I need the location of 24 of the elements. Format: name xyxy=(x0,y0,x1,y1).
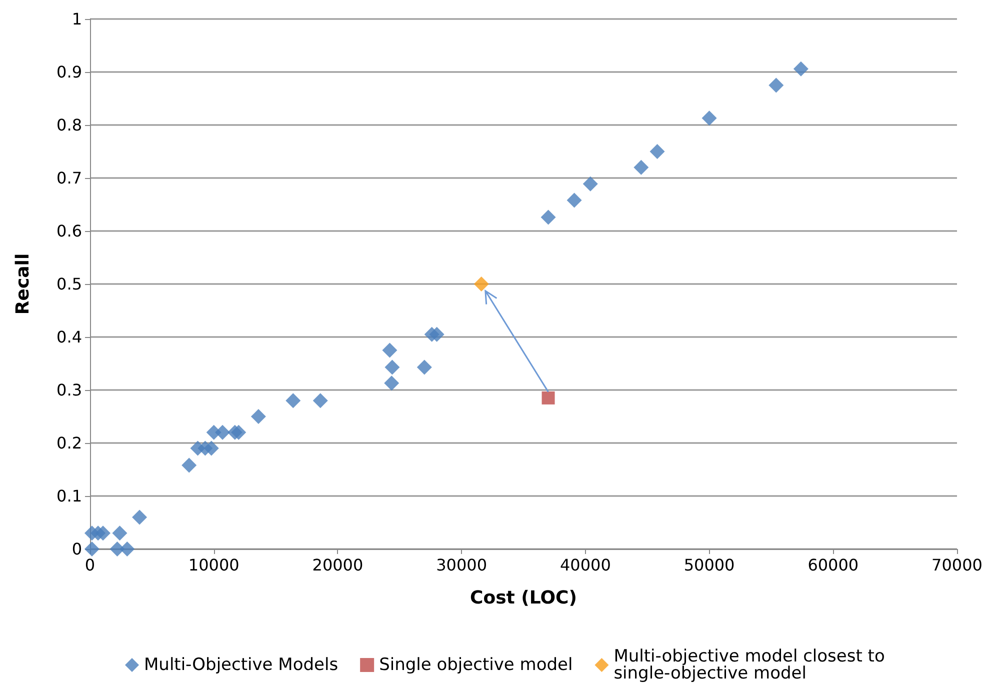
x-tick-label: 60000 xyxy=(808,556,859,574)
x-tick-label: 50000 xyxy=(684,556,735,574)
x-tick-label: 10000 xyxy=(188,556,240,574)
legend-label: Multi-objective model closest to single-objective model xyxy=(614,646,890,684)
x-tick-label: 40000 xyxy=(560,556,611,574)
y-tick-label: 0.7 xyxy=(56,168,82,188)
x-tick-label: 20000 xyxy=(312,556,364,574)
y-tick-label: 0.3 xyxy=(56,380,82,400)
y-tick-label: 0.6 xyxy=(56,222,82,240)
legend-label: Multi-Objective Models xyxy=(144,655,338,675)
y-tick-label: 0.4 xyxy=(56,328,82,346)
y-tick-label: 0 xyxy=(72,540,82,558)
x-tick-label: 30000 xyxy=(436,556,488,574)
y-tick-label: 0.1 xyxy=(56,486,82,506)
y-tick-label: 0.8 xyxy=(56,116,82,134)
y-tick-label: 0.5 xyxy=(56,274,82,294)
y-tick-label: 0.9 xyxy=(56,62,82,82)
y-tick-label: 1 xyxy=(72,10,82,28)
x-tick-label: 0 xyxy=(84,556,96,574)
y-tick-label: 0.2 xyxy=(56,434,82,452)
x-tick-label: 70000 xyxy=(932,556,982,574)
y-axis-title: Recall xyxy=(12,253,34,315)
legend-label: Single objective model xyxy=(379,655,573,675)
x-axis-title: Cost (LOC) xyxy=(470,588,577,608)
